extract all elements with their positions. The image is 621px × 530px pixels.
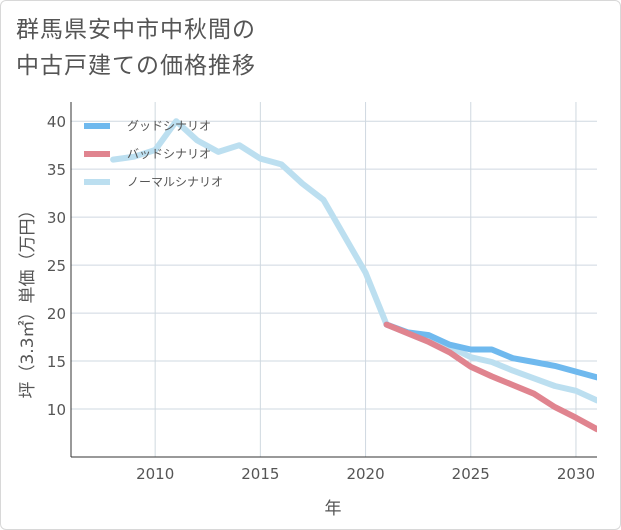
y-tick-label: 30 — [47, 209, 66, 227]
x-axis-label: 年 — [325, 499, 342, 519]
x-tick-label: 2020 — [346, 465, 384, 483]
legend-label: バッドシナリオ — [127, 147, 211, 161]
x-tick-label: 2010 — [136, 465, 174, 483]
series-line-3 — [110, 118, 597, 404]
axes — [70, 102, 597, 458]
y-axis-label: 坪（3.3㎡）単価（万円） — [18, 201, 38, 398]
y-tick-label: 35 — [47, 161, 66, 179]
y-tick-label: 40 — [47, 113, 66, 131]
chart-title-line-1: 群馬県安中市中秋間の — [16, 17, 256, 43]
chart-title: 群馬県安中市中秋間の 中古戸建ての価格推移 — [16, 12, 256, 84]
x-tick-label: 2025 — [452, 465, 490, 483]
grid-lines — [71, 102, 597, 457]
y-tick-label: 20 — [47, 305, 66, 323]
chart-title-line-2: 中古戸建ての価格推移 — [16, 53, 256, 79]
x-tick-label: 2030 — [557, 465, 595, 483]
x-tick-label: 2015 — [241, 465, 279, 483]
series-line-2 — [383, 321, 597, 433]
y-tick-label: 25 — [47, 257, 66, 275]
series-lines — [110, 118, 597, 433]
series-line-1 — [383, 321, 597, 381]
legend-label: グッドシナリオ — [127, 119, 211, 133]
y-tick-label: 10 — [47, 401, 66, 419]
y-tick-label: 15 — [47, 353, 66, 371]
legend-label: ノーマルシナリオ — [127, 175, 223, 189]
